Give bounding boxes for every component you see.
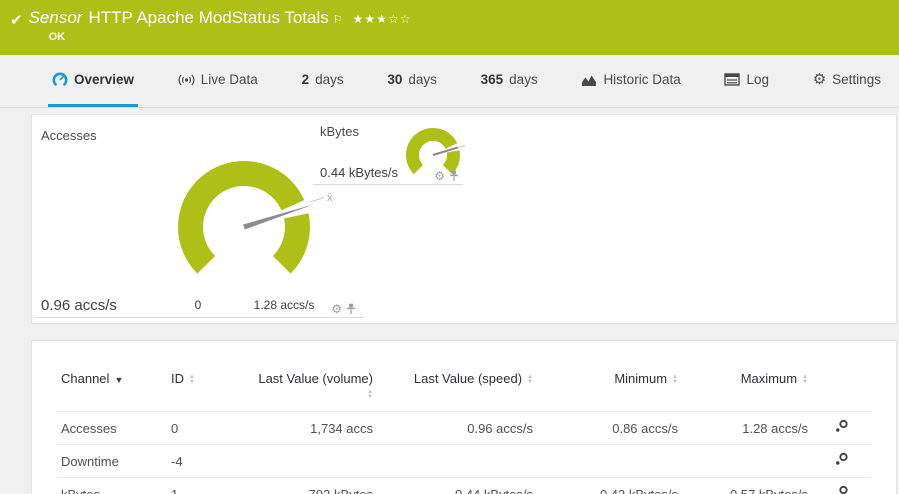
tab-label: days xyxy=(408,72,437,87)
cell-last-speed: 0.96 accs/s xyxy=(377,411,537,445)
sort-desc-icon: ▼ xyxy=(114,375,124,385)
col-header-maximum[interactable]: Maximum ▲ ▼ xyxy=(740,371,808,386)
status-ok-check-icon: ✔ xyxy=(10,12,23,29)
cell-id: 0 xyxy=(167,411,252,445)
cell-last-speed: 0.44 kBytes/s xyxy=(377,477,537,494)
channel-settings-icon[interactable] xyxy=(834,452,849,467)
status-badge: OK xyxy=(48,31,66,43)
cell-maximum xyxy=(682,444,812,478)
gauge-scale-min: 0 xyxy=(194,298,202,312)
tab-overview[interactable]: Overview xyxy=(48,55,139,107)
sort-icon: ▲ ▼ xyxy=(367,388,373,400)
tab-2-days[interactable]: 2 days xyxy=(298,55,348,107)
pin-icon[interactable] xyxy=(449,170,459,182)
pin-icon[interactable] xyxy=(346,303,356,315)
channel-settings-icon[interactable] xyxy=(834,485,849,494)
cell-channel: Accesses xyxy=(57,411,167,445)
gauge-settings-gear-icon[interactable]: ⚙ xyxy=(434,169,445,183)
cell-channel: Downtime xyxy=(57,444,167,478)
table-row: Downtime -4 xyxy=(57,444,871,478)
accesses-gauge: x̄ xyxy=(178,160,333,274)
tab-bar: Overview Live Data 2 days 30 days 365 da… xyxy=(0,55,899,108)
cell-last-volume xyxy=(252,444,377,478)
tab-label: Overview xyxy=(74,72,135,87)
kbytes-gauge xyxy=(406,128,466,175)
channels-panel: Channel ▼ ID ▲ ▼ Last Value (volume)▲ ▼ Last… xyxy=(31,340,897,494)
col-header-minimum[interactable]: Minimum ▲ ▼ xyxy=(614,371,678,386)
broadcast-icon xyxy=(178,74,195,85)
gauge-needle xyxy=(243,204,315,230)
gauge-current-value: 0.44 kBytes/s xyxy=(320,165,399,180)
tab-number: 365 xyxy=(480,72,504,87)
sort-icon: ▲ ▼ xyxy=(802,373,808,385)
col-header-channel[interactable]: Channel ▼ xyxy=(61,371,124,386)
tab-label: days xyxy=(315,72,344,87)
cell-id: 1 xyxy=(167,477,252,494)
page-title: HTTP Apache ModStatus Totals xyxy=(88,8,329,27)
cell-maximum: 1.28 accs/s xyxy=(682,411,812,445)
tab-number: 30 xyxy=(387,72,403,87)
tab-historic-data[interactable]: Historic Data xyxy=(577,55,684,107)
table-row: kBytes 1 793 kBytes 0.44 kBytes/s 0.43 k… xyxy=(57,477,871,494)
cell-minimum: 0.43 kBytes/s xyxy=(537,477,682,494)
tab-label: Log xyxy=(746,72,769,87)
flag-icon[interactable]: ⚐ xyxy=(332,14,343,26)
sort-icon: ▲ ▼ xyxy=(527,373,533,385)
tab-settings[interactable]: ⚙ Settings xyxy=(809,55,885,107)
cell-last-volume: 793 kBytes xyxy=(252,477,377,494)
gauge-icon xyxy=(52,72,68,86)
gear-icon: ⚙ xyxy=(812,71,827,88)
col-header-id[interactable]: ID ▲ ▼ xyxy=(171,371,195,386)
gauge-title: kBytes xyxy=(320,124,360,139)
gauge-title: Accesses xyxy=(41,128,97,143)
tab-live-data[interactable]: Live Data xyxy=(174,55,262,107)
average-marker: x̄ xyxy=(327,192,333,204)
tab-30-days[interactable]: 30 days xyxy=(383,55,441,107)
tab-label: Live Data xyxy=(200,72,258,87)
cell-last-volume: 1,734 accs xyxy=(252,411,377,445)
gauges-panel: Accesses x̄ 0.96 accs/s 0 1.28 accs/s ⚙ … xyxy=(31,114,897,324)
gauge-current-value: 0.96 accs/s xyxy=(41,297,117,314)
col-header-actions xyxy=(812,369,871,412)
gauge-needle xyxy=(432,146,458,156)
priority-stars[interactable]: ★★★☆☆ xyxy=(352,12,412,26)
cell-maximum: 0.57 kBytes/s xyxy=(682,477,812,494)
tab-label: Settings xyxy=(832,72,881,87)
table-row: Accesses 0 1,734 accs 0.96 accs/s 0.86 a… xyxy=(57,411,871,445)
gauge-scale-max: 1.28 accs/s xyxy=(253,298,315,312)
cell-minimum xyxy=(537,444,682,478)
sort-icon: ▲ ▼ xyxy=(672,373,678,385)
col-header-last-volume[interactable]: Last Value (volume)▲ ▼ xyxy=(258,371,373,400)
channel-settings-icon[interactable] xyxy=(834,419,849,434)
col-header-last-speed[interactable]: Last Value (speed) ▲ ▼ xyxy=(413,371,533,386)
cell-channel: kBytes xyxy=(57,477,167,494)
tab-number: 2 xyxy=(301,72,310,87)
channels-table: Channel ▼ ID ▲ ▼ Last Value (volume)▲ ▼ Last… xyxy=(57,369,871,494)
log-list-icon xyxy=(724,73,741,86)
cell-minimum: 0.86 accs/s xyxy=(537,411,682,445)
kbytes-gauge-widget: kBytes 0.44 kBytes/s ⚙ xyxy=(313,121,466,185)
historic-chart-icon xyxy=(582,75,597,86)
sensor-type-label: Sensor xyxy=(28,8,83,27)
cell-id: -4 xyxy=(167,444,252,478)
tab-log[interactable]: Log xyxy=(720,55,773,107)
accesses-gauge-widget: Accesses x̄ 0.96 accs/s 0 1.28 accs/s ⚙ xyxy=(34,125,364,318)
tab-label: Historic Data xyxy=(603,72,681,87)
gauge-settings-gear-icon[interactable]: ⚙ xyxy=(331,302,342,316)
sort-icon: ▲ ▼ xyxy=(189,373,195,385)
tab-365-days[interactable]: 365 days xyxy=(477,55,542,107)
tab-label: days xyxy=(509,72,538,87)
sensor-header: ✔ Sensor HTTP Apache ModStatus Totals ⚐ … xyxy=(0,0,899,55)
table-header-row: Channel ▼ ID ▲ ▼ Last Value (volume)▲ ▼ Last… xyxy=(57,369,871,412)
cell-last-speed xyxy=(377,444,537,478)
